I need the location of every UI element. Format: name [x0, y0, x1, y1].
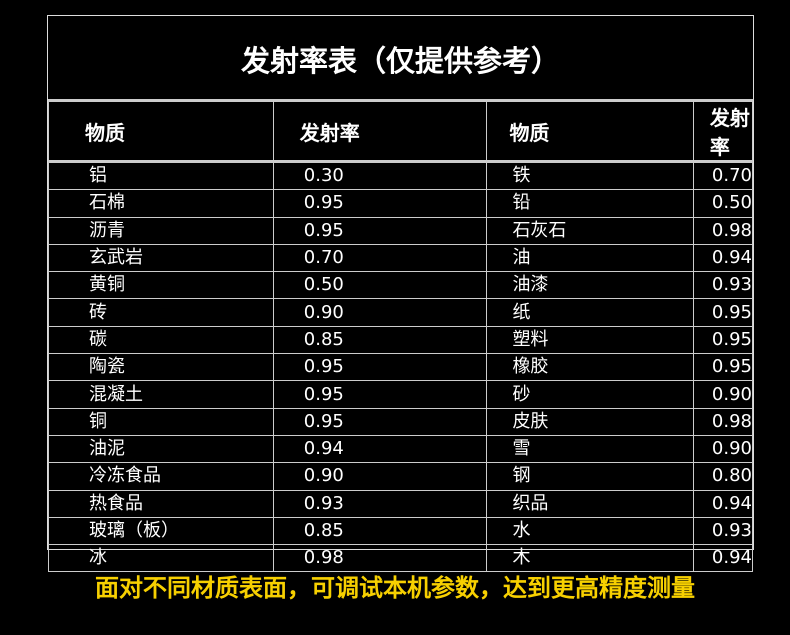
cell-material: 铁	[486, 160, 694, 191]
cell-material: 砂	[486, 380, 694, 409]
cell-emissivity: 0.93	[692, 516, 754, 546]
cell-material: 雪	[486, 434, 694, 464]
cell-material: 木	[486, 544, 694, 573]
cell-emissivity: 0.95	[272, 189, 488, 218]
table-row: 混凝土 0.95 砂 0.90	[48, 380, 754, 409]
cell-emissivity: 0.95	[272, 407, 488, 436]
cell-material: 油泥	[48, 434, 274, 464]
cell-emissivity: 0.98	[692, 216, 754, 245]
table-row: 玻璃（板） 0.85 水 0.93	[48, 516, 754, 546]
table-row: 冷冻食品 0.90 钢 0.80	[48, 462, 754, 491]
cell-emissivity: 0.95	[692, 325, 754, 355]
cell-emissivity: 0.90	[692, 434, 754, 464]
header-emissivity: 发射率	[692, 101, 754, 163]
cell-emissivity: 0.95	[272, 216, 488, 245]
cell-material: 织品	[486, 489, 694, 518]
cell-emissivity: 0.94	[692, 243, 754, 273]
cell-emissivity: 0.95	[692, 298, 754, 327]
table-row: 冰 0.98 木 0.94	[48, 544, 754, 573]
cell-emissivity: 0.70	[692, 160, 754, 191]
cell-material: 钢	[486, 462, 694, 491]
table-row: 黄铜 0.50 油漆 0.93	[48, 271, 754, 300]
cell-material: 纸	[486, 298, 694, 327]
cell-material: 水	[486, 516, 694, 546]
cell-material: 石棉	[48, 189, 274, 218]
cell-material: 混凝土	[48, 380, 274, 409]
cell-material: 碳	[48, 325, 274, 355]
cell-emissivity: 0.98	[692, 407, 754, 436]
cell-emissivity: 0.90	[692, 380, 754, 409]
emissivity-table: 物质 发射率 物质 发射率 铝 0.30 铁 0.70 石棉 0.95 铅 0.50 沥青 0.9…	[48, 101, 754, 573]
cell-emissivity: 0.94	[692, 544, 754, 573]
cell-material: 皮肤	[486, 407, 694, 436]
header-material: 物质	[486, 101, 694, 163]
table-row: 铝 0.30 铁 0.70	[48, 160, 754, 191]
table-row: 铜 0.95 皮肤 0.98	[48, 407, 754, 436]
cell-material: 黄铜	[48, 271, 274, 300]
cell-emissivity: 0.30	[272, 160, 488, 191]
cell-material: 冷冻食品	[48, 462, 274, 491]
cell-material: 石灰石	[486, 216, 694, 245]
cell-emissivity: 0.93	[272, 489, 488, 518]
cell-emissivity: 0.94	[272, 434, 488, 464]
table-title: 发射率表（仅提供参考）	[48, 16, 753, 101]
cell-emissivity: 0.85	[272, 516, 488, 546]
cell-material: 油漆	[486, 271, 694, 300]
cell-material: 铜	[48, 407, 274, 436]
table-row: 陶瓷 0.95 橡胶 0.95	[48, 353, 754, 382]
cell-material: 橡胶	[486, 353, 694, 382]
header-row: 物质 发射率 物质 发射率	[48, 101, 754, 163]
cell-emissivity: 0.95	[692, 353, 754, 382]
table-row: 热食品 0.93 织品 0.94	[48, 489, 754, 518]
cell-material: 陶瓷	[48, 353, 274, 382]
cell-emissivity: 0.95	[272, 380, 488, 409]
cell-material: 玄武岩	[48, 243, 274, 273]
cell-emissivity: 0.94	[692, 489, 754, 518]
footer-note: 面对不同材质表面，可调试本机参数，达到更高精度测量	[95, 574, 695, 602]
cell-emissivity: 0.95	[272, 353, 488, 382]
cell-emissivity: 0.50	[272, 271, 488, 300]
table-row: 沥青 0.95 石灰石 0.98	[48, 216, 754, 245]
header-emissivity: 发射率	[272, 101, 488, 163]
cell-emissivity: 0.98	[272, 544, 488, 573]
cell-material: 热食品	[48, 489, 274, 518]
cell-emissivity: 0.70	[272, 243, 488, 273]
emissivity-table-frame: 发射率表（仅提供参考） 物质 发射率 物质 发射率 铝 0.30 铁 0.70 石棉 0.…	[47, 15, 754, 573]
cell-material: 铅	[486, 189, 694, 218]
cell-emissivity: 0.50	[692, 189, 754, 218]
cell-material: 铝	[48, 160, 274, 191]
cell-material: 油	[486, 243, 694, 273]
cell-emissivity: 0.90	[272, 298, 488, 327]
cell-material: 玻璃（板）	[48, 516, 274, 546]
cell-emissivity: 0.90	[272, 462, 488, 491]
table-row: 油泥 0.94 雪 0.90	[48, 434, 754, 464]
table-row: 玄武岩 0.70 油 0.94	[48, 243, 754, 273]
cell-emissivity: 0.93	[692, 271, 754, 300]
table-row: 石棉 0.95 铅 0.50	[48, 189, 754, 218]
table-row: 砖 0.90 纸 0.95	[48, 298, 754, 327]
cell-emissivity: 0.85	[272, 325, 488, 355]
header-material: 物质	[48, 101, 274, 163]
cell-material: 塑料	[486, 325, 694, 355]
cell-emissivity: 0.80	[692, 462, 754, 491]
cell-material: 砖	[48, 298, 274, 327]
cell-material: 沥青	[48, 216, 274, 245]
table-row: 碳 0.85 塑料 0.95	[48, 325, 754, 355]
cell-material: 冰	[48, 544, 274, 573]
